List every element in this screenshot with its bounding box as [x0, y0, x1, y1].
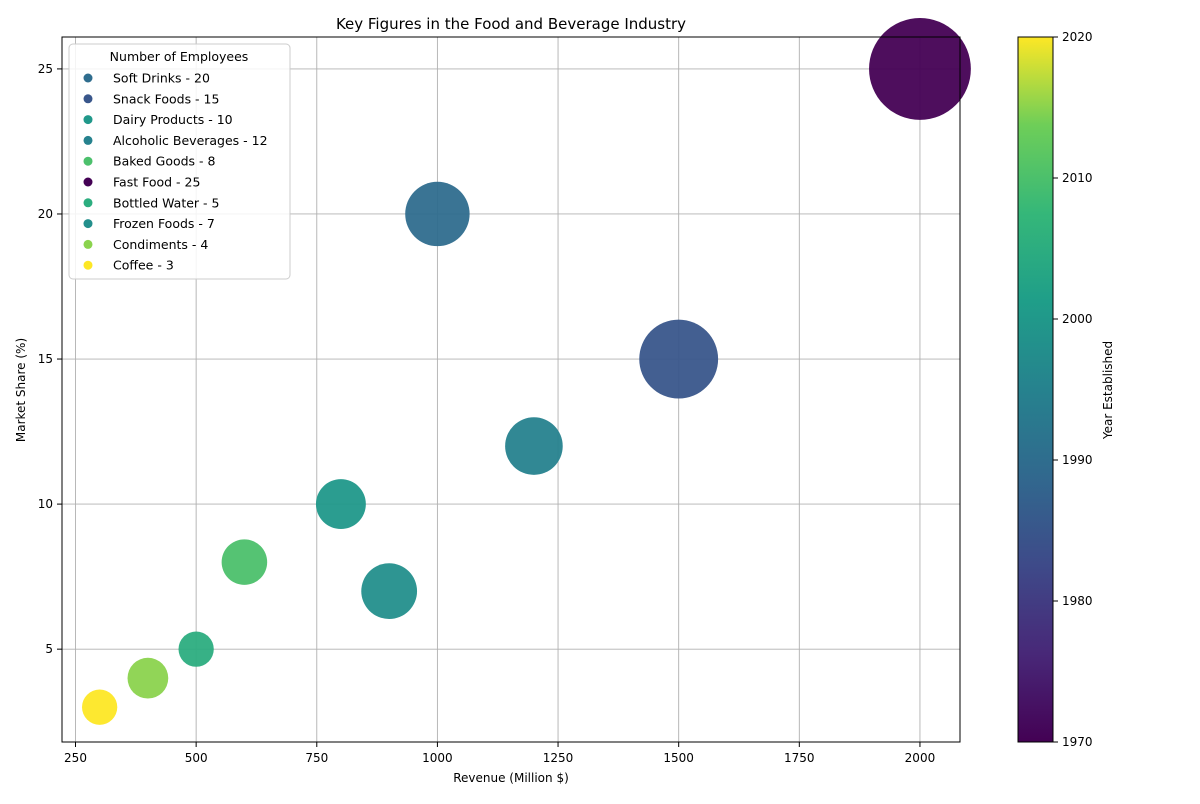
colorbar-tick-label: 1980 — [1062, 594, 1093, 608]
bubble — [128, 658, 169, 699]
x-tick-label: 250 — [64, 751, 87, 765]
legend-marker — [84, 240, 93, 249]
x-tick-label: 1500 — [663, 751, 694, 765]
legend-entry: Bottled Water - 5 — [113, 195, 219, 210]
bubble — [361, 563, 417, 619]
legend-entry: Coffee - 3 — [113, 258, 174, 273]
x-tick-label: 2000 — [905, 751, 936, 765]
legend-marker — [84, 115, 93, 124]
legend-entry: Fast Food - 25 — [113, 175, 200, 190]
x-tick-label: 1250 — [543, 751, 574, 765]
y-axis-label: Market Share (%) — [14, 338, 28, 442]
colorbar-gradient — [1018, 37, 1053, 742]
bubble — [869, 18, 971, 120]
legend-marker — [84, 198, 93, 207]
legend-entry: Dairy Products - 10 — [113, 112, 233, 127]
colorbar-tick-label: 2000 — [1062, 312, 1093, 326]
colorbar-tick-label: 1970 — [1062, 735, 1093, 749]
x-tick-label: 1750 — [784, 751, 815, 765]
legend-entry: Snack Foods - 15 — [113, 91, 219, 106]
legend-entry: Baked Goods - 8 — [113, 154, 216, 169]
y-tick-label: 5 — [45, 642, 53, 656]
colorbar: 1970 1980 1990 2000 2010 2020 Year Establishe… — [1018, 30, 1115, 749]
x-tick-label: 1000 — [422, 751, 453, 765]
legend-entry: Condiments - 4 — [113, 237, 208, 252]
legend-entry: Soft Drinks - 20 — [113, 71, 210, 86]
y-tick-label: 20 — [38, 207, 53, 221]
legend-marker — [84, 157, 93, 166]
x-tick-label: 500 — [185, 751, 208, 765]
colorbar-tick-label: 2010 — [1062, 171, 1093, 185]
bubble — [639, 320, 718, 399]
colorbar-label: Year Established — [1101, 341, 1115, 440]
bubble — [222, 539, 268, 585]
y-tick-label: 25 — [38, 62, 53, 76]
colorbar-tick-label: 2020 — [1062, 30, 1093, 44]
x-axis: 250 500 750 1000 1250 1500 1750 2000 — [64, 742, 935, 765]
y-tick-label: 15 — [38, 352, 53, 366]
y-axis: 5 10 15 20 25 — [38, 62, 62, 656]
legend-marker — [84, 74, 93, 83]
legend-entry: Alcoholic Beverages - 12 — [113, 133, 268, 148]
legend: Number of Employees Soft Drinks - 20 Snac… — [69, 44, 290, 279]
chart-title: Key Figures in the Food and Beverage Ind… — [336, 15, 686, 33]
legend-marker — [84, 219, 93, 228]
x-tick-label: 750 — [305, 751, 328, 765]
y-tick-label: 10 — [38, 497, 53, 511]
legend-marker — [84, 178, 93, 187]
bubble — [316, 479, 366, 529]
x-axis-label: Revenue (Million $) — [453, 771, 569, 785]
bubble — [405, 182, 469, 246]
bubble — [179, 632, 214, 667]
bubble — [505, 417, 563, 475]
legend-marker — [84, 136, 93, 145]
legend-title: Number of Employees — [110, 49, 249, 64]
legend-marker — [84, 261, 93, 270]
legend-entry: Frozen Foods - 7 — [113, 216, 215, 231]
bubble — [82, 690, 117, 725]
legend-marker — [84, 94, 93, 103]
colorbar-tick-label: 1990 — [1062, 453, 1093, 467]
